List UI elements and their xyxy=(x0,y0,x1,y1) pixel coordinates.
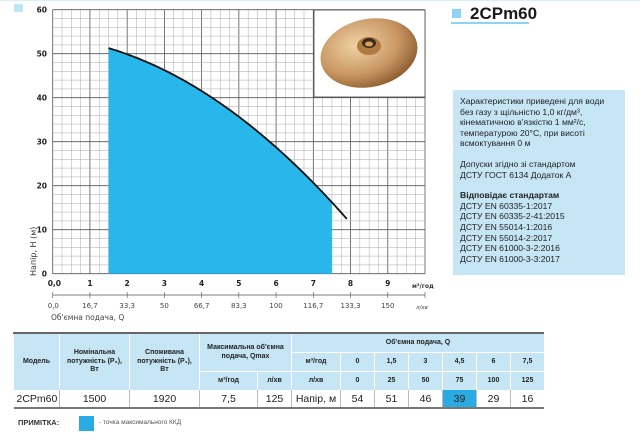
x2-unit-label: л/хв xyxy=(415,305,428,311)
impeller-photo xyxy=(313,9,426,98)
standard-item: ДСТУ EN 60335-2-41:2015 xyxy=(460,211,565,222)
x2-tick-label: 133,3 xyxy=(341,302,361,310)
x-unit-label: м³/год xyxy=(412,283,434,290)
standard-item: ДСТУ EN 60335-1:2017 xyxy=(460,200,553,211)
th-flow-m3: 3 xyxy=(408,352,443,372)
x-tick-label: 0,0 xyxy=(48,279,61,288)
x2-tick-label: 0,0 xyxy=(48,302,59,310)
cell-head: 16 xyxy=(510,390,544,409)
y-tick-label: 0 xyxy=(42,270,47,279)
note-text: - точка максимального ККД xyxy=(99,419,182,426)
operating-range-fill xyxy=(108,48,332,274)
x2-tick-label: 83,3 xyxy=(231,302,247,310)
th-flow-l: 125 xyxy=(510,371,544,390)
th-flow-l: 0 xyxy=(340,371,375,390)
cell-head: 51 xyxy=(374,390,409,409)
y-tick-label: 40 xyxy=(37,94,47,103)
th-row-m3: м³/год xyxy=(291,352,341,372)
cell-p1: 1920 xyxy=(129,390,200,409)
note-label: ПРИМІТКА: xyxy=(18,418,60,427)
head-curve-2CPm60 xyxy=(108,47,348,220)
standard-item: ДСТУ EN 61000-3-2:2016 xyxy=(460,243,560,254)
info-tolerance: Допуски згідно зі стандартом xyxy=(460,158,576,169)
x-tick-label: 3 xyxy=(162,279,167,288)
x-axis-label: Об'ємна подача, Q xyxy=(51,313,124,322)
table-row: 2CPm60 1500 1920 7,5 125 Напір, м 54 51 46… xyxy=(13,390,544,409)
x-tick-label: 9 xyxy=(385,279,390,288)
th-qmax-m3: м³/год xyxy=(199,371,258,390)
x-tick-label: 5 xyxy=(236,279,241,288)
title-marker xyxy=(452,9,461,18)
x-tick-label: 8 xyxy=(348,279,353,288)
specs-table: Модель Номінальна потужність (P₂), Вт Сп… xyxy=(13,332,544,409)
corner-marker xyxy=(14,4,23,12)
standard-item: ДСТУ EN 55014-1:2016 xyxy=(460,221,553,232)
y-tick-label: 30 xyxy=(37,138,47,147)
x2-tick-label: 16,7 xyxy=(82,302,98,310)
y-tick-label: 20 xyxy=(37,182,47,191)
x-tick-label: 6 xyxy=(273,279,278,288)
th-row-l: л/хв xyxy=(291,371,341,390)
note-swatch xyxy=(79,416,94,431)
x2-tick-label: 33,3 xyxy=(119,302,135,310)
x-tick-label: 7 xyxy=(311,279,316,288)
th-flow-l: 100 xyxy=(476,371,511,390)
th-flow: Об'ємна подача, Q xyxy=(291,333,544,353)
th-p2: Номінальна потужність (P₂), Вт xyxy=(59,333,130,390)
standards-title: Відповідає стандартам xyxy=(460,190,560,201)
cell-head: 39 xyxy=(442,390,477,409)
top-border xyxy=(0,0,640,1)
cell-head-label: Напір, м xyxy=(291,390,341,409)
th-flow-m3: 7,5 xyxy=(510,352,544,372)
title-underline xyxy=(451,22,529,24)
standard-item: ДСТУ EN 61000-3-3:2017 xyxy=(460,253,560,264)
product-title: 2CPm60 xyxy=(470,4,538,23)
y-tick-label: 50 xyxy=(37,50,47,59)
th-flow-m3: 4,5 xyxy=(442,352,477,372)
th-p1: Споживана потужність (P₁), Вт xyxy=(129,333,200,390)
x-tick-label: 2 xyxy=(125,279,130,288)
th-qmax: Максимальна об'ємна подача, Qmax xyxy=(199,333,292,372)
y-tick-label: 60 xyxy=(37,6,47,15)
info-conditions: Характеристики приведені для води без га… xyxy=(460,96,605,149)
info-tolerance-std: ДСТУ ГОСТ 6134 Додаток А xyxy=(460,169,572,180)
x2-tick-label: 66,7 xyxy=(194,302,210,310)
th-flow-l: 75 xyxy=(442,371,477,390)
x-tick-label: 1 xyxy=(87,279,92,288)
y-axis-label: Напір, H (м) xyxy=(29,227,38,276)
cell-qmax-l: 125 xyxy=(257,390,292,409)
x2-tick-label: 50 xyxy=(160,302,169,310)
info-box: Характеристики приведені для води без га… xyxy=(453,90,625,275)
performance-chart: 0,00,0116,7233,3350466,7583,361007116,78… xyxy=(29,6,434,322)
th-flow-l: 50 xyxy=(408,371,443,390)
x2-tick-label: 100 xyxy=(269,302,282,310)
cell-qmax-m3: 7,5 xyxy=(199,390,258,409)
th-qmax-l: л/хв xyxy=(257,371,292,390)
th-model: Модель xyxy=(13,333,60,390)
cell-head: 54 xyxy=(340,390,375,409)
th-flow-m3: 1,5 xyxy=(374,352,409,372)
cell-p2: 1500 xyxy=(59,390,130,409)
th-flow-l: 25 xyxy=(374,371,409,390)
th-flow-m3: 6 xyxy=(476,352,511,372)
th-flow-m3: 0 xyxy=(340,352,375,372)
x-tick-label: 4 xyxy=(199,279,204,288)
cell-head: 29 xyxy=(476,390,511,409)
standard-item: ДСТУ EN 55014-2:2017 xyxy=(460,232,553,243)
cell-model: 2CPm60 xyxy=(13,390,60,409)
y-tick-label: 10 xyxy=(37,226,47,235)
cell-head: 46 xyxy=(408,390,443,409)
x2-tick-label: 116,7 xyxy=(303,302,323,310)
x2-tick-label: 150 xyxy=(381,302,394,310)
